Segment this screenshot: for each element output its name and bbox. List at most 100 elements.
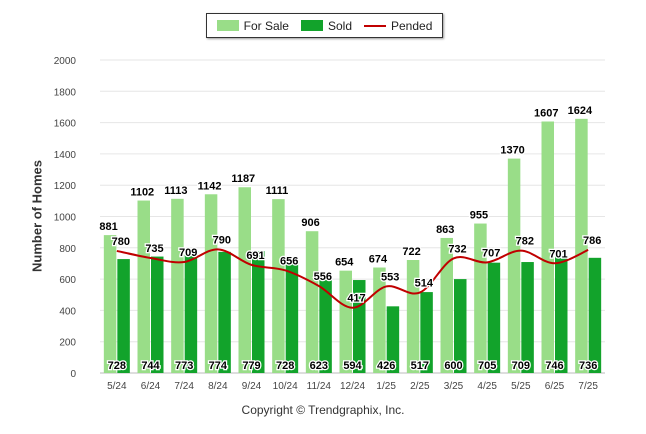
data-label-for-sale: 1113 — [164, 185, 187, 197]
copyright-text: Copyright © Trendgraphix, Inc. — [241, 403, 405, 417]
x-tick-label: 7/25 — [578, 381, 598, 392]
data-label-for-sale: 674 — [369, 254, 388, 266]
x-tick-label: 5/25 — [511, 381, 531, 392]
data-label-for-sale: 1102 — [130, 187, 154, 199]
legend-item-sold[interactable]: Sold — [300, 19, 352, 33]
x-tick-label: 8/24 — [208, 381, 228, 392]
y-tick-label: 800 — [59, 244, 76, 255]
bar-sold — [420, 292, 433, 373]
bar-sold — [588, 257, 602, 373]
data-label-pended: 514 — [415, 278, 434, 290]
data-label-for-sale: 722 — [402, 246, 420, 258]
y-tick-label: 200 — [59, 338, 76, 349]
legend-swatch-pended — [364, 24, 386, 27]
bar-for-sale — [305, 231, 319, 373]
data-label-sold: 746 — [545, 360, 563, 372]
data-label-pended: 732 — [448, 243, 466, 255]
y-tick-label: 2000 — [54, 56, 77, 67]
data-label-pended: 782 — [516, 236, 534, 248]
data-label-sold: 594 — [343, 360, 362, 372]
y-tick-label: 1200 — [54, 181, 77, 192]
x-tick-label: 9/24 — [242, 381, 262, 392]
legend-swatch-sold — [300, 20, 323, 31]
x-tick-label: 6/25 — [545, 381, 565, 392]
legend-label-pended: Pended — [391, 18, 433, 33]
data-label-for-sale: 1370 — [500, 145, 524, 157]
bar-sold — [285, 259, 299, 373]
data-label-sold: 426 — [377, 360, 395, 372]
bar-sold — [319, 275, 332, 373]
data-label-sold: 744 — [141, 360, 160, 372]
legend-item-for-sale[interactable]: For Sale — [216, 18, 289, 33]
bar-for-sale — [406, 260, 420, 373]
y-tick-label: 400 — [59, 306, 76, 317]
legend-label-for-sale: For Sale — [243, 18, 289, 33]
x-tick-label: 1/25 — [376, 381, 396, 392]
bar-sold — [184, 252, 198, 373]
data-label-sold: 774 — [209, 360, 228, 372]
data-label-sold: 779 — [242, 360, 260, 372]
data-label-pended: 735 — [145, 243, 163, 255]
data-label-pended: 691 — [246, 250, 264, 262]
bar-for-sale — [507, 158, 521, 373]
bar-sold — [521, 262, 534, 373]
x-tick-label: 2/25 — [410, 381, 430, 392]
data-label-sold: 736 — [579, 360, 597, 372]
data-label-for-sale: 1111 — [266, 185, 289, 197]
data-label-pended: 656 — [280, 255, 298, 267]
bar-for-sale — [339, 270, 352, 373]
data-label-for-sale: 906 — [301, 217, 319, 229]
bar-for-sale — [103, 235, 117, 373]
y-tick-label: 0 — [70, 369, 76, 380]
y-tick-label: 1600 — [54, 119, 77, 130]
y-tick-label: 1000 — [54, 213, 77, 224]
bar-sold — [218, 251, 231, 373]
data-label-pended: 556 — [314, 271, 332, 283]
data-label-for-sale: 1624 — [568, 105, 593, 117]
x-tick-label: 7/24 — [174, 381, 194, 392]
data-label-for-sale: 654 — [335, 257, 354, 269]
y-tick-label: 600 — [59, 275, 76, 286]
legend-swatch-for-sale — [216, 20, 239, 31]
data-label-for-sale: 1142 — [198, 180, 222, 192]
bar-sold — [454, 279, 467, 373]
bar-sold — [117, 259, 130, 373]
bar-for-sale — [575, 118, 588, 374]
line-pended — [116, 248, 589, 309]
x-tick-label: 4/25 — [477, 381, 497, 392]
bar-for-sale — [474, 223, 487, 373]
data-label-sold: 728 — [276, 360, 294, 372]
x-tick-label: 11/24 — [307, 381, 332, 392]
bar-for-sale — [541, 121, 554, 373]
y-tick-label: 1400 — [54, 150, 77, 161]
data-label-pended: 780 — [112, 236, 130, 248]
data-label-sold: 773 — [175, 360, 193, 372]
x-tick-label: 12/24 — [340, 381, 365, 392]
bar-sold — [487, 262, 501, 373]
data-label-pended: 417 — [347, 293, 365, 305]
bar-for-sale — [204, 194, 218, 373]
data-label-for-sale: 1607 — [534, 108, 558, 120]
bar-for-sale — [272, 199, 285, 373]
y-axis-label: Number of Homes — [29, 160, 45, 272]
x-tick-label: 5/24 — [107, 381, 127, 392]
data-label-sold: 517 — [411, 360, 429, 372]
y-tick-label: 1800 — [54, 87, 77, 98]
data-label-sold: 709 — [512, 360, 530, 372]
bar-sold — [555, 256, 568, 373]
data-label-for-sale: 955 — [470, 210, 488, 222]
bar-for-sale — [171, 198, 184, 373]
bar-sold — [151, 256, 164, 373]
data-label-sold: 600 — [444, 360, 462, 372]
bar-for-sale — [440, 237, 453, 373]
data-label-pended: 701 — [549, 248, 567, 260]
x-tick-label: 3/25 — [444, 381, 464, 392]
data-label-pended: 709 — [179, 247, 197, 259]
bar-sold — [252, 251, 265, 373]
data-label-sold: 728 — [108, 360, 126, 372]
x-tick-label: 10/24 — [273, 381, 298, 392]
data-label-for-sale: 863 — [436, 224, 454, 236]
data-label-for-sale: 881 — [99, 221, 117, 233]
legend-item-pended[interactable]: Pended — [364, 19, 432, 33]
